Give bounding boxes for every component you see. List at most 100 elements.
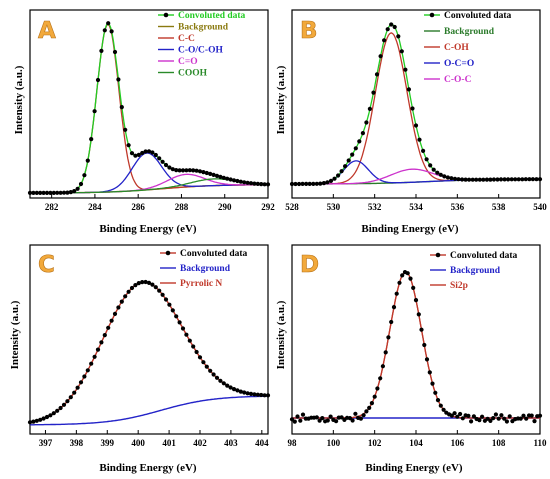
panel-a-data-point xyxy=(221,175,226,180)
panel-c-data-point xyxy=(55,408,60,413)
panel-b: B Intensity (a.u.) Binding Energy (eV) 5… xyxy=(275,9,547,235)
panel-d-frame xyxy=(291,244,541,435)
panel-c-data-point xyxy=(221,381,226,386)
panel-c-data-point xyxy=(78,380,84,385)
panel-b-data-point xyxy=(371,90,376,95)
panel-b-data-point xyxy=(491,177,496,182)
panel-b-data-point xyxy=(297,181,302,187)
panel-a-data-point xyxy=(208,171,213,176)
panel-c-data-point xyxy=(68,395,73,400)
panel-a-data-point xyxy=(177,168,182,173)
panel-c-legend-label: Pyrrolic N xyxy=(180,279,222,289)
panel-c-data-point xyxy=(211,372,216,377)
panel-b-envelope-line xyxy=(292,23,540,185)
panel-a-data-point xyxy=(163,162,169,168)
panel-b-xtick-label: 528 xyxy=(285,202,299,212)
panel-d-data-point xyxy=(496,416,501,421)
panel-d-data-point xyxy=(504,419,509,424)
panel-c-data-point xyxy=(150,282,155,287)
panel-c-data-point xyxy=(204,364,209,369)
panel-c-data-point xyxy=(31,419,36,424)
panel-b-data-point xyxy=(438,172,443,177)
panel-c-data-point xyxy=(116,305,121,310)
panel-b-data-point xyxy=(304,181,309,186)
panel-a-data-point xyxy=(184,168,189,173)
panel-c-data-point xyxy=(119,299,124,304)
panel-d-data-point xyxy=(358,416,363,421)
panel-b-data-point xyxy=(410,106,415,111)
panel-a-xtick-label: 292 xyxy=(261,202,275,212)
panel-b-data-point xyxy=(357,139,362,144)
panel-b-data-point xyxy=(406,87,411,92)
panel-d-data-point xyxy=(424,357,430,362)
panel-d-data-point xyxy=(391,305,397,310)
panel-c-xtick-label: 404 xyxy=(255,438,269,448)
panel-b-legend-label: C-O-C xyxy=(444,75,472,85)
panel-a-data-point xyxy=(51,190,56,195)
panel-c-data-point xyxy=(27,420,33,425)
panel-d-data-point xyxy=(469,419,474,424)
panel-c-data-point xyxy=(85,368,90,373)
panel-c-data-point xyxy=(265,393,271,398)
panel-c-data-point xyxy=(106,325,111,330)
panel-b-data-point xyxy=(289,181,295,187)
panel-b-xtick-label: 536 xyxy=(451,202,465,212)
panel-d-letter: D xyxy=(300,252,319,278)
panel-c-data-point xyxy=(252,392,257,397)
panel-c-data-point xyxy=(48,413,53,418)
panel-c-data-point xyxy=(191,344,196,349)
panel-a-data-point xyxy=(27,190,33,195)
panel-d-data-point xyxy=(449,413,454,418)
panel-d-data-point xyxy=(499,413,504,418)
panel-b-data-point xyxy=(343,164,348,169)
panel-d-data-point xyxy=(378,376,383,381)
panel-d-xlabel: Binding Energy (eV) xyxy=(365,462,463,474)
panel-d-data-point xyxy=(427,370,432,375)
panel-b-letter: B xyxy=(300,18,318,44)
panel-d-data-point xyxy=(502,416,507,421)
panel-d-ylabel: Intensity (a.u.) xyxy=(275,300,287,369)
panel-b-data-point xyxy=(477,177,482,182)
panel-a-data-point xyxy=(157,156,162,161)
panel-b-legend-marker xyxy=(429,12,435,18)
panel-d-xtick-label: 108 xyxy=(492,438,506,448)
panel-d-data-point xyxy=(320,416,325,421)
panel-d-legend-label: Convoluted data xyxy=(450,251,518,261)
panel-a-data-point xyxy=(136,152,141,157)
panel-a-data-point xyxy=(143,149,148,154)
panel-c-legend-marker xyxy=(165,250,171,256)
panel-c-xtick-label: 398 xyxy=(70,438,84,448)
panel-c-data-point xyxy=(51,411,56,416)
panel-a-data-point xyxy=(72,189,77,194)
panel-a-data-point xyxy=(41,190,46,195)
panel-c-data-point xyxy=(153,285,158,290)
panel-d-data-point xyxy=(435,398,441,403)
panel-a-data-point xyxy=(211,172,216,177)
panel-a-xtick-label: 282 xyxy=(45,202,59,212)
panel-c-data-point xyxy=(61,402,67,407)
panel-d-data-point xyxy=(292,419,297,424)
panel-a-data-point xyxy=(197,169,203,174)
panel-c-data-point xyxy=(112,311,118,316)
panel-a-xtick-label: 284 xyxy=(88,202,102,212)
panel-b-data-point xyxy=(481,177,486,182)
panel-a-data-point xyxy=(119,105,124,110)
panel-d-data-point xyxy=(458,411,463,417)
panel-a-data-point xyxy=(38,190,43,195)
panel-b-data-point xyxy=(520,177,525,182)
panel-a-data-point xyxy=(225,176,230,181)
panel-c-data-point xyxy=(235,388,240,393)
panel-c-data-point xyxy=(180,326,186,331)
panel-c-data-point xyxy=(72,390,77,395)
panel-a-data-point xyxy=(262,182,267,187)
panel-a-data-point xyxy=(95,77,101,83)
panel-d-legend-marker xyxy=(435,252,441,258)
panel-d-xtick-label: 100 xyxy=(327,438,341,448)
panel-a-data-point xyxy=(78,181,84,187)
panel-b-legend-label: C-OH xyxy=(444,43,469,53)
panel-b-data-point xyxy=(350,152,355,157)
panel-b-data-point xyxy=(523,177,528,182)
panel-d-data-point xyxy=(460,416,465,421)
panel-b-data-point xyxy=(378,54,383,59)
panel-c-data-point xyxy=(160,292,165,297)
